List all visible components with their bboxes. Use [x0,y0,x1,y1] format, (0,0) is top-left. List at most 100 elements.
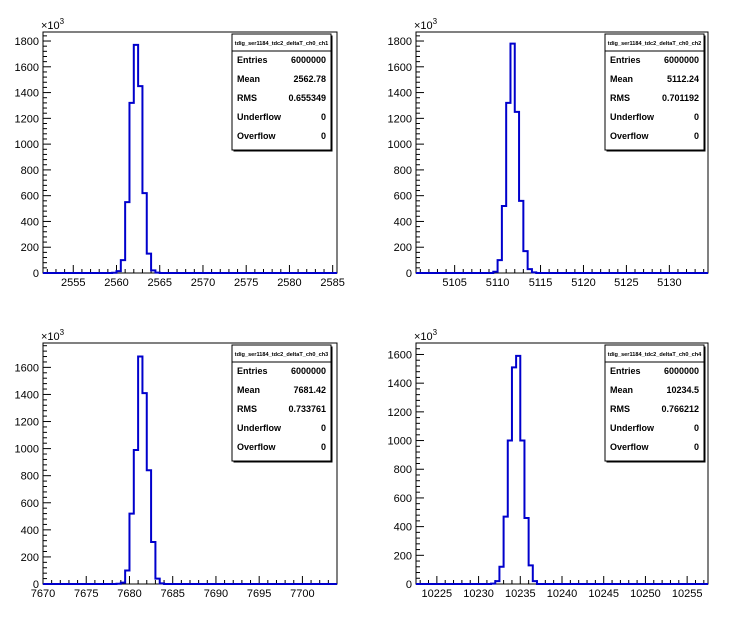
histogram-title: tdig_ser1184_tdc2_deltaT_ch0_ch3 [235,352,329,358]
histogram-bin [129,514,133,584]
y-tick-label: 1000 [15,444,39,456]
stats-value: 2562.78 [293,74,326,84]
histogram-bin [125,570,129,584]
stats-value: 0.655349 [288,93,326,103]
stats-value: 0.733761 [288,404,326,414]
stats-value: 6000000 [664,55,699,65]
y-tick-label: 0 [406,268,412,280]
histogram-bin [125,202,129,273]
stats-value: 0.766212 [661,404,699,414]
histogram-bin [121,260,125,273]
histogram-title: tdig_ser1184_tdc2_deltaT_ch0_ch4 [608,352,702,358]
histogram-bin [147,254,151,273]
histogram-bin [533,581,537,584]
histogram-bin [160,583,164,584]
y-tick-label: 0 [33,268,39,280]
y-tick-label: 1800 [388,36,412,48]
histogram-bin [138,357,142,584]
histogram-bin [516,356,520,584]
stats-label: Underflow [237,423,282,433]
y-tick-label: 1200 [15,113,39,125]
stats-label: Underflow [610,423,655,433]
histogram-bin [524,518,528,584]
stats-value: 5112.24 [667,74,699,84]
y-tick-label: 1400 [15,389,39,401]
x-tick-label: 10230 [463,588,494,600]
x-tick-label: 7670 [31,588,55,600]
y-tick-label: 400 [21,525,39,537]
stats-label: Entries [610,55,641,65]
histogram-bin [134,45,138,273]
x-tick-label: 7685 [160,588,184,600]
histogram-bin [519,201,523,273]
stats-label: RMS [610,93,630,103]
y-tick-label: 200 [394,550,412,562]
y-tick-label: 1600 [388,349,412,361]
y-tick-label: 800 [21,165,39,177]
y-multiplier-label: ×103 [414,17,438,32]
x-tick-label: 5105 [442,277,466,289]
x-tick-label: 10250 [630,588,661,600]
x-tick-label: 10235 [505,588,536,600]
stats-label: RMS [610,404,630,414]
histogram-bin [155,579,159,584]
x-tick-label: 5110 [486,277,510,289]
y-tick-label: 1400 [388,378,412,390]
x-tick-label: 5125 [614,277,638,289]
x-tick-label: 7700 [290,588,314,600]
stats-value: 0 [321,112,326,122]
y-tick-label: 1600 [388,62,412,74]
y-tick-label: 200 [21,242,39,254]
stats-value: 6000000 [664,366,699,376]
y-tick-label: 400 [394,216,412,228]
stats-label: Mean [237,74,260,84]
y-tick-label: 800 [394,165,412,177]
stats-value: 0 [321,423,326,433]
x-tick-label: 10255 [672,588,703,600]
y-tick-label: 200 [21,552,39,564]
x-tick-label: 7675 [74,588,98,600]
stats-value: 0.701192 [662,93,699,103]
histogram-bin [498,260,502,273]
histogram-bin [528,269,532,273]
y-tick-label: 1000 [388,436,412,448]
stats-value: 0 [694,442,699,452]
stats-label: Overflow [610,131,650,141]
y-tick-label: 600 [394,191,412,203]
stats-label: Entries [610,366,641,376]
x-tick-label: 2570 [191,277,215,289]
y-tick-label: 200 [394,242,412,254]
x-tick-label: 7690 [204,588,228,600]
stats-value: 6000000 [291,55,326,65]
histogram-bin [121,583,125,584]
stats-value: 0 [321,442,326,452]
y-tick-label: 600 [21,191,39,203]
histogram-bin [493,272,497,273]
stats-box: tdig_ser1184_tdc2_deltaT_ch0_ch4 Entries 6… [605,345,706,463]
y-multiplier-label: ×103 [414,328,438,343]
histogram-bin [512,367,516,584]
stats-label: Overflow [237,131,277,141]
x-tick-label: 2580 [277,277,301,289]
y-tick-label: 800 [21,471,39,483]
y-tick-label: 1400 [388,88,412,100]
stats-label: RMS [237,404,257,414]
x-tick-label: 2565 [147,277,171,289]
histogram-bin [523,251,527,273]
histogram-title: tdig_ser1184_tdc2_deltaT_ch0_ch2 [608,41,702,47]
histogram-bin [506,103,510,273]
stats-label: RMS [237,93,257,103]
y-tick-label: 600 [21,498,39,510]
histogram-bin [504,517,508,584]
stats-value: 0 [694,112,699,122]
histogram-bin [520,441,524,584]
histogram-bin [138,86,142,273]
x-tick-label: 5115 [529,277,553,289]
